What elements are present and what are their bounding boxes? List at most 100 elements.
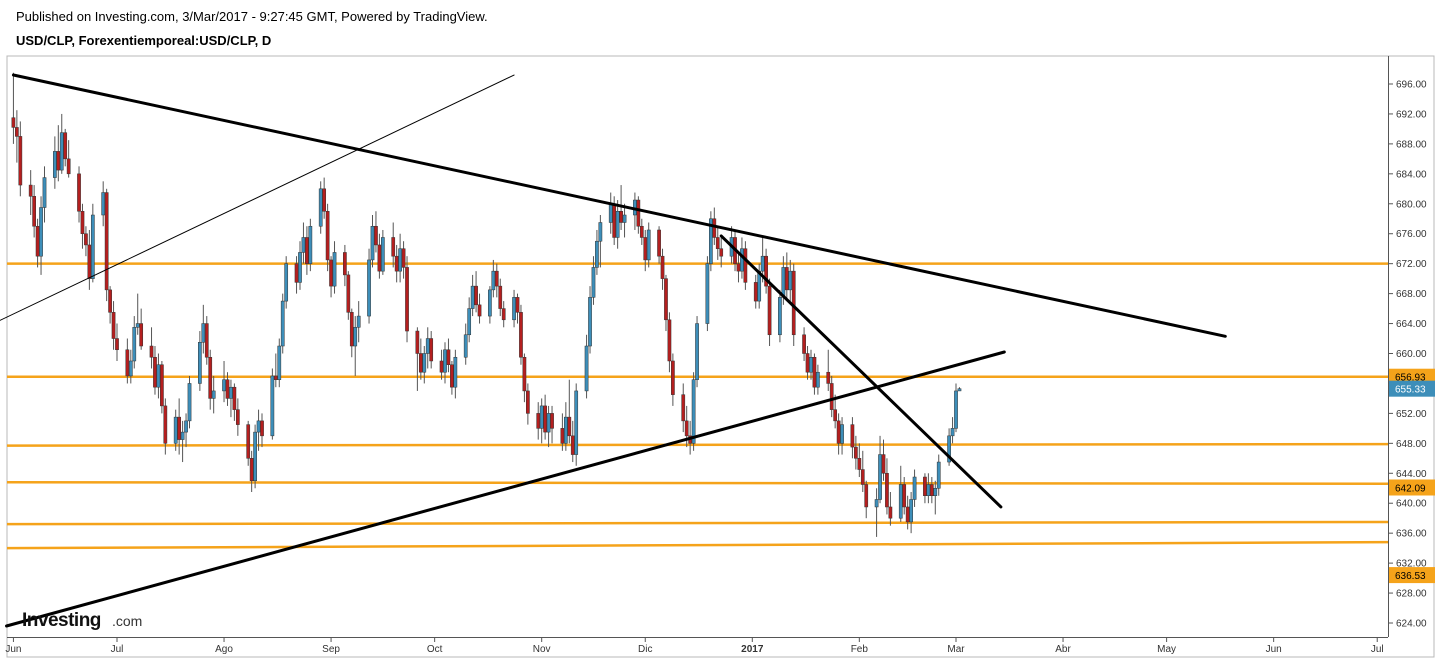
candle-body [90, 214, 95, 279]
candle-body [177, 416, 181, 440]
time-axis[interactable]: Jun Jul Ago Sep Oct Nov Dic 2017 Feb Mar Abr May Jun… [5, 637, 1384, 655]
candle-body [322, 188, 327, 212]
candle [657, 226, 661, 264]
candle-body [356, 315, 361, 328]
candle-body [450, 364, 454, 388]
candle-body [443, 349, 447, 373]
level-line[interactable] [6, 540, 1389, 550]
candle-body [87, 244, 92, 279]
candle-body [56, 151, 61, 171]
candle [53, 136, 57, 189]
candle [270, 368, 275, 440]
candle-body [860, 469, 865, 485]
candle-body [753, 282, 758, 302]
candle-body [767, 285, 772, 336]
candle-body [826, 371, 831, 384]
trendline[interactable] [5, 350, 1006, 628]
trendlines[interactable] [0, 73, 1227, 628]
candle [957, 387, 962, 392]
candle [705, 256, 710, 332]
candle-body [691, 379, 696, 444]
candle [177, 398, 181, 455]
candle-body [902, 484, 907, 508]
candle-body [394, 255, 399, 272]
candle [933, 480, 938, 515]
badge-label: 636.53 [1395, 571, 1426, 582]
candle-body [391, 237, 396, 257]
price-tick-label: 696.00 [1396, 80, 1427, 91]
candle [329, 256, 333, 298]
candle-body [260, 420, 264, 437]
candle-body [294, 263, 299, 283]
candle [947, 428, 951, 466]
candle [902, 477, 907, 515]
candle [664, 274, 668, 332]
level-line[interactable] [6, 520, 1389, 526]
time-tick-label: Feb [851, 644, 869, 655]
candle-body [470, 285, 475, 309]
candle-body [878, 454, 882, 500]
candle-body [15, 127, 19, 137]
candle-body [211, 390, 216, 399]
candle-body [805, 353, 810, 373]
time-tick-label: May [1157, 644, 1176, 655]
candle [260, 413, 264, 448]
candle [450, 360, 454, 395]
candle [249, 450, 254, 492]
candle-body [778, 297, 782, 336]
candle-body [550, 413, 554, 429]
candle [812, 353, 817, 395]
candle-body [512, 297, 516, 321]
candle [232, 383, 237, 421]
level-line[interactable] [6, 481, 1389, 486]
level-line[interactable] [6, 442, 1389, 447]
candle-body [671, 360, 675, 395]
candle [381, 229, 385, 275]
candle [588, 286, 592, 354]
candle-body [740, 248, 744, 272]
horizontal-levels[interactable] [6, 262, 1389, 550]
candle [888, 491, 893, 526]
candle-body [639, 225, 644, 238]
candle-body [225, 379, 230, 399]
trendline[interactable] [11, 73, 1227, 338]
time-tick-label: Jun [1266, 644, 1282, 655]
candle [405, 256, 409, 343]
candle [104, 188, 109, 302]
candle-body [156, 364, 161, 388]
price-tick-label: 632.00 [1396, 559, 1427, 570]
price-tick-label: 660.00 [1396, 349, 1427, 360]
candle-body [515, 297, 520, 313]
candle-body [947, 435, 951, 463]
price-axis[interactable]: 624.00 628.00 632.00 636.00 640.00 644.00 648.… [1388, 80, 1427, 630]
candle-body [367, 259, 371, 317]
candle-body [467, 308, 472, 336]
candle-body [381, 237, 385, 272]
trendline[interactable] [719, 234, 1003, 509]
candle-body [104, 192, 109, 291]
candle [860, 450, 865, 492]
candle [32, 185, 36, 238]
candle-body [325, 211, 330, 261]
candle-body [598, 222, 603, 242]
candle-body [936, 461, 941, 489]
candle [667, 312, 672, 373]
candle-body [501, 308, 506, 321]
candle [494, 263, 499, 298]
candle [294, 256, 299, 294]
candle [826, 349, 831, 391]
candle-body [812, 356, 817, 388]
candle [515, 293, 520, 324]
candle-body [111, 312, 116, 339]
time-tick-label: Jun [5, 644, 21, 655]
candle [764, 248, 768, 294]
candle [204, 316, 209, 365]
candle [463, 323, 468, 365]
candle [153, 346, 157, 395]
candle-body [926, 484, 931, 496]
trendline[interactable] [0, 74, 515, 321]
candle [767, 278, 772, 347]
time-tick-label: Mar [947, 644, 965, 655]
candle-body [284, 263, 289, 302]
